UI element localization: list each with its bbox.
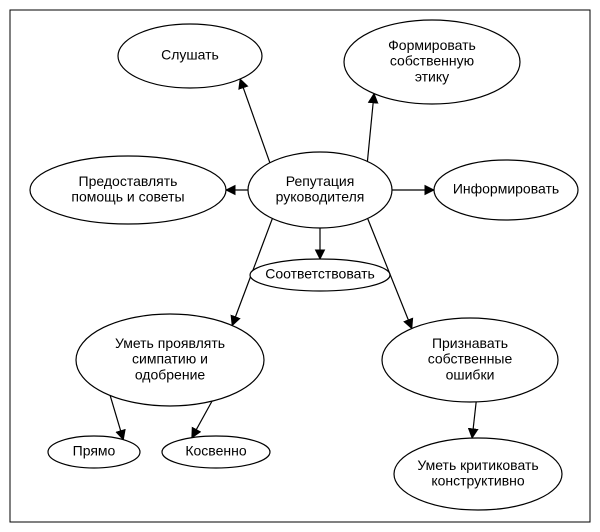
node-ethics-label-1: собственную xyxy=(390,53,474,69)
node-center-label-1: руководителя xyxy=(276,189,365,205)
node-help-label-1: помощь и советы xyxy=(71,189,184,205)
edge-center-ethics xyxy=(367,94,374,162)
node-critic-label-0: Уметь критиковать xyxy=(417,457,538,473)
node-corresp-label-0: Соответствовать xyxy=(265,266,375,282)
node-indirect-label-0: Косвенно xyxy=(185,443,246,459)
node-sympathy: Уметь проявлятьсимпатию иодобрение xyxy=(76,314,264,406)
node-mistakes: Признаватьсобственныеошибки xyxy=(382,318,558,402)
edge-sympathy-indirect xyxy=(192,401,212,438)
node-mistakes-label-0: Признавать xyxy=(432,335,508,351)
node-critic-label-1: конструктивно xyxy=(431,473,525,489)
node-ethics: Формироватьсобственнуюэтику xyxy=(344,20,520,104)
node-listen: Слушать xyxy=(118,24,262,88)
edge-center-listen xyxy=(240,79,270,163)
diagram-canvas: РепутацияруководителяСлушатьФормироватьс… xyxy=(0,0,600,532)
node-sympathy-label-1: симпатию и xyxy=(132,351,208,367)
node-direct: Прямо xyxy=(48,436,140,468)
node-center-label-0: Репутация xyxy=(286,173,355,189)
node-sympathy-label-0: Уметь проявлять xyxy=(115,335,225,351)
node-sympathy-label-2: одобрение xyxy=(135,366,206,382)
node-mistakes-label-1: собственные xyxy=(428,351,513,367)
node-listen-label-0: Слушать xyxy=(161,47,219,63)
node-center: Репутацияруководителя xyxy=(248,152,392,228)
node-indirect: Косвенно xyxy=(162,436,270,468)
node-critic: Уметь критиковатьконструктивно xyxy=(394,438,562,510)
node-help: Предоставлятьпомощь и советы xyxy=(30,156,226,224)
edge-mistakes-critic xyxy=(472,402,476,438)
node-corresp: Соответствовать xyxy=(250,259,390,291)
node-ethics-label-0: Формировать xyxy=(388,37,476,53)
node-direct-label-0: Прямо xyxy=(73,443,116,459)
edge-sympathy-direct xyxy=(110,395,123,439)
node-mistakes-label-2: ошибки xyxy=(446,366,495,382)
node-help-label-0: Предоставлять xyxy=(79,173,178,189)
node-ethics-label-2: этику xyxy=(415,68,449,84)
node-inform: Информировать xyxy=(434,160,578,220)
node-inform-label-0: Информировать xyxy=(453,181,559,197)
